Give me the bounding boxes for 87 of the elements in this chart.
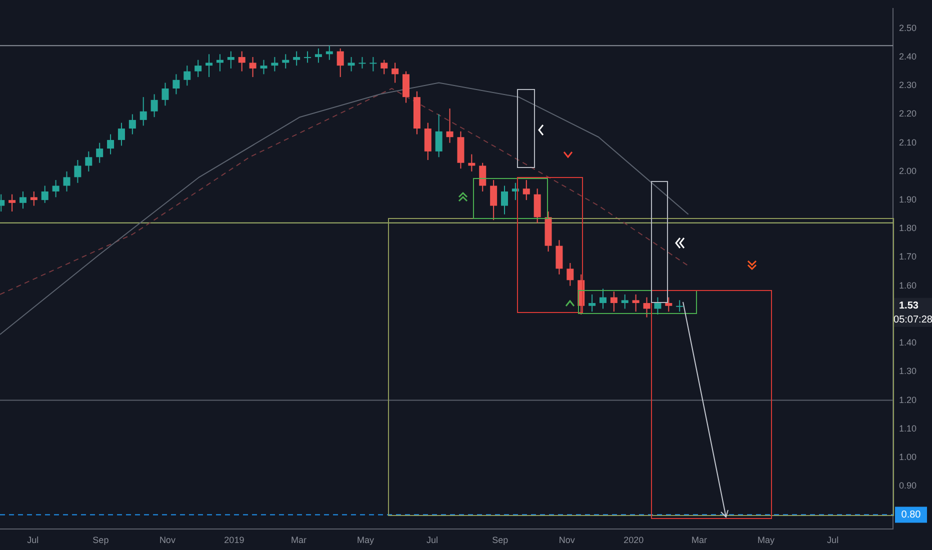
x-tick-label: Sep [492, 534, 508, 545]
y-tick-label: 2.00 [899, 166, 917, 176]
x-tick-label: Mar [692, 534, 708, 545]
y-tick-label: 2.40 [899, 52, 917, 62]
candlestick [490, 180, 498, 221]
candlestick [610, 291, 618, 312]
y-tick-label: 1.40 [899, 338, 917, 348]
candlestick [118, 122, 125, 146]
candlestick [501, 185, 508, 215]
candlestick [107, 134, 114, 155]
candlestick [402, 70, 410, 104]
candlestick [128, 114, 136, 135]
candlestick [621, 294, 628, 310]
candlestick [96, 142, 104, 164]
text: 05:07:28 [894, 314, 932, 326]
candlestick [348, 56, 355, 72]
y-tick-label: 2.10 [899, 137, 917, 148]
candlestick [52, 180, 60, 198]
candlestick [358, 56, 366, 69]
y-tick-label: 2.20 [899, 108, 917, 119]
x-tick-label: Mar [291, 534, 307, 545]
y-tick-label: 1.30 [899, 366, 917, 376]
candlestick [162, 82, 169, 106]
x-tick-label: Sep [92, 534, 109, 545]
candlestick [654, 296, 662, 315]
y-tick-label: 1.20 [899, 394, 917, 405]
candlestick [314, 48, 322, 64]
candlestick [271, 56, 278, 72]
y-tick-label: 2.30 [899, 80, 917, 90]
candlestick [293, 50, 300, 66]
candlestick [140, 96, 147, 126]
candlestick [249, 56, 256, 78]
y-tick-label: 1.10 [899, 423, 917, 434]
candlestick [63, 170, 70, 192]
candlestick [632, 294, 640, 312]
text: 1.53 [899, 300, 919, 312]
candlestick [260, 59, 268, 75]
line-series [0, 88, 689, 295]
candlestick [8, 194, 16, 212]
candlestick [424, 122, 432, 161]
candlestick [206, 54, 213, 78]
x-tick-label: 2019 [224, 534, 244, 545]
candlestick [74, 160, 82, 184]
y-tick-label: 1.80 [899, 223, 917, 234]
y-tick-label: 1.90 [899, 194, 917, 205]
candlestick [522, 180, 530, 201]
candlestick [150, 94, 158, 118]
candlestick [19, 190, 26, 210]
x-tick-label: 2020 [624, 534, 644, 545]
candlestick [184, 65, 191, 86]
x-tick-label: May [758, 534, 776, 545]
candlestick [556, 240, 563, 275]
y-tick-label: 1.00 [899, 452, 917, 462]
candlestick [676, 300, 684, 312]
candlestick [599, 288, 606, 310]
candlestick [665, 296, 672, 312]
candlestick [172, 74, 180, 95]
candlestick [380, 59, 388, 75]
candlestick [194, 59, 202, 78]
candlestick [392, 62, 399, 84]
candlestick [227, 50, 234, 69]
y-tick-label: 1.60 [899, 280, 917, 290]
candlestick [238, 50, 246, 72]
y-tick-label: 2.50 [899, 22, 917, 33]
candlestick [588, 294, 596, 312]
x-tick-label: Nov [159, 534, 176, 545]
candlestick [435, 114, 442, 158]
candlestick [643, 296, 650, 318]
candlestick [336, 48, 344, 78]
x-tick-label: Jul [827, 534, 839, 545]
candlestick [85, 150, 92, 172]
candlestick [479, 162, 486, 192]
y-tick-label: 0.90 [899, 480, 917, 491]
ref-line-label: 0.80 [901, 509, 922, 520]
candlestick [30, 190, 38, 206]
candlestick [534, 188, 541, 224]
x-tick-label: Jul [27, 534, 39, 545]
candlestick [304, 50, 312, 64]
candlestick [566, 262, 574, 286]
candlestick [446, 108, 454, 144]
candlestick [41, 185, 48, 204]
x-tick-label: May [357, 534, 375, 545]
candlestick [512, 182, 519, 201]
x-tick-label: Nov [558, 534, 576, 545]
y-tick-label: 1.70 [899, 252, 917, 262]
candlestick [370, 56, 377, 72]
x-tick-label: Jul [426, 534, 438, 545]
